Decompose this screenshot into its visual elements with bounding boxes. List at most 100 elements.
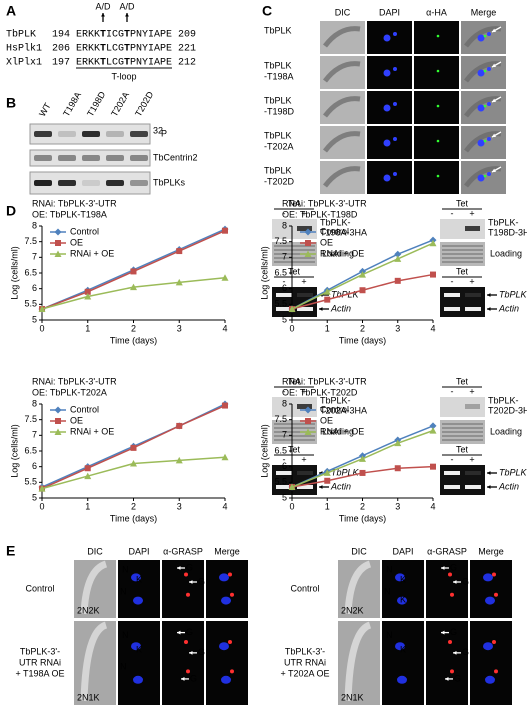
y-tick-label: 5 bbox=[32, 314, 37, 324]
arrow-head bbox=[492, 63, 496, 67]
marker bbox=[305, 240, 311, 246]
blot-label: T198A-3HA bbox=[320, 227, 367, 237]
marker bbox=[429, 427, 437, 434]
arrow-head bbox=[177, 630, 181, 635]
blot-label: T202A-3HA bbox=[320, 405, 367, 415]
arrow-head bbox=[441, 630, 445, 635]
nucleus bbox=[131, 573, 141, 582]
arrow-head bbox=[189, 580, 193, 584]
nucleus bbox=[483, 573, 493, 582]
residue-end: 209 bbox=[178, 30, 196, 41]
arrow-head bbox=[453, 650, 457, 655]
marker bbox=[130, 283, 137, 291]
blot-header: Tet bbox=[288, 198, 301, 208]
x-tick-label: 3 bbox=[395, 501, 400, 511]
nucleus-label: N bbox=[384, 586, 391, 596]
marker bbox=[176, 422, 183, 429]
kinetoplast bbox=[393, 67, 397, 71]
residue-end: 212 bbox=[178, 58, 196, 69]
legend-label: RNAi + OE bbox=[70, 426, 114, 436]
blot-label: Actin bbox=[330, 481, 351, 491]
band bbox=[34, 155, 52, 161]
species: TbPLK bbox=[6, 29, 36, 41]
marker bbox=[394, 439, 402, 447]
golgi-label: G bbox=[450, 627, 457, 637]
blot-label: Loading bbox=[490, 426, 522, 436]
golgi bbox=[492, 640, 496, 644]
y-axis-label: Log (cells/ml) bbox=[9, 246, 19, 300]
nucleus-label: N bbox=[122, 564, 129, 574]
blot-label: Loading bbox=[322, 426, 354, 436]
nucleus bbox=[383, 34, 391, 42]
ha-signal bbox=[436, 174, 440, 178]
row-label: Control bbox=[290, 583, 319, 593]
chart-subtitle: OE: TbPLK-T202A bbox=[32, 387, 107, 397]
y-tick-label: 6.5 bbox=[274, 445, 287, 455]
sequence: ICG bbox=[106, 30, 124, 41]
blot-lane: + bbox=[469, 454, 474, 464]
x-tick-label: 2 bbox=[360, 501, 365, 511]
row-label: UTR RNAi bbox=[284, 657, 326, 667]
pcr-gel bbox=[440, 465, 485, 495]
x-axis-label: Time (days) bbox=[339, 335, 386, 345]
x-tick-label: 2 bbox=[131, 501, 136, 511]
y-tick-label: 6 bbox=[32, 461, 37, 471]
marker bbox=[304, 406, 312, 414]
x-tick-label: 3 bbox=[177, 323, 182, 333]
golgi-label: G bbox=[462, 576, 469, 586]
legend-label: OE bbox=[70, 237, 83, 247]
blot-label: TbPLK- bbox=[488, 395, 519, 405]
blot bbox=[29, 171, 151, 195]
nucleus-label: K bbox=[136, 644, 142, 654]
blot-lane: + bbox=[469, 386, 474, 396]
band bbox=[58, 180, 76, 186]
x-tick-label: 2 bbox=[131, 323, 136, 333]
band bbox=[58, 155, 76, 161]
pcr-band bbox=[297, 471, 313, 475]
nucleus bbox=[221, 675, 231, 684]
blot-header: Tet bbox=[456, 266, 469, 276]
kinetoplast bbox=[487, 102, 491, 106]
row-label: TbPLK bbox=[264, 60, 292, 70]
micrograph bbox=[426, 621, 468, 705]
x-tick-label: 1 bbox=[85, 501, 90, 511]
arrow-head bbox=[177, 566, 181, 570]
western-blot bbox=[272, 219, 317, 239]
blot-lane: + bbox=[301, 208, 306, 218]
band bbox=[297, 226, 312, 231]
ha-signal bbox=[483, 34, 487, 38]
blot-lane: - bbox=[283, 386, 286, 396]
pcr-band bbox=[444, 485, 460, 489]
column-header: DIC bbox=[87, 546, 103, 556]
row-label: + T198A OE bbox=[15, 668, 64, 678]
cell bbox=[323, 166, 361, 188]
band bbox=[130, 131, 148, 137]
legend-label: RNAi + OE bbox=[320, 426, 364, 436]
nucleus-label: N bbox=[386, 564, 393, 574]
marker bbox=[84, 472, 92, 480]
nucleus bbox=[397, 675, 407, 684]
band bbox=[82, 155, 100, 161]
marker bbox=[305, 418, 311, 424]
nucleus bbox=[477, 104, 485, 112]
column-header: DAPI bbox=[379, 7, 400, 17]
blot-label: T198D-3HA bbox=[488, 227, 527, 237]
golgi bbox=[492, 572, 496, 577]
band bbox=[34, 180, 52, 186]
marker bbox=[222, 402, 228, 409]
legend-label: RNAi + OE bbox=[70, 248, 114, 258]
legend-label: OE bbox=[70, 415, 83, 425]
y-tick-label: 6.5 bbox=[24, 267, 37, 277]
golgi-label: G bbox=[198, 647, 205, 657]
kinetoplast bbox=[393, 172, 397, 176]
nucleus bbox=[485, 675, 495, 684]
species: XlPlx1 bbox=[6, 57, 42, 69]
golgi bbox=[448, 572, 452, 577]
isotope-mass: 32 bbox=[153, 125, 163, 135]
marker bbox=[394, 255, 402, 262]
arrow-head bbox=[189, 650, 193, 655]
residue-start: 194 bbox=[52, 30, 70, 41]
nucleus-label: N bbox=[386, 630, 393, 640]
arrow-head bbox=[125, 13, 129, 17]
micrograph bbox=[382, 560, 424, 618]
